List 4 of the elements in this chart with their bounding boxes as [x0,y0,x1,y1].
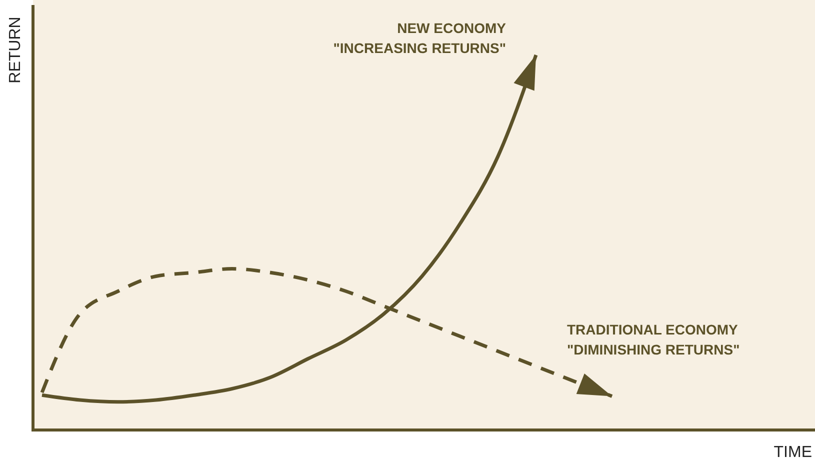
x-axis-title: TIME [774,444,812,461]
text: NEW ECONOMY "INCREASING RETURNS" [333,20,507,56]
y-axis-title: RETURN [7,16,24,84]
series-label: TRADITIONAL ECONOMY "DIMINISHING RETURNS" [567,321,740,358]
